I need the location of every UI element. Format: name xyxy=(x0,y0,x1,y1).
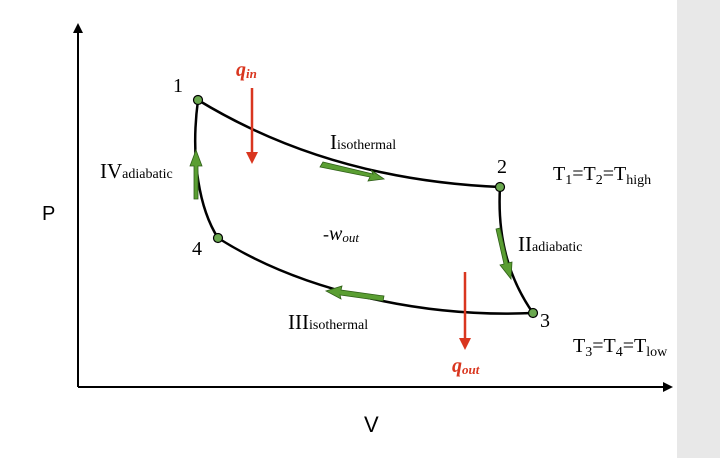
process-label-III: IIIisothermal xyxy=(288,310,368,334)
point-label-4: 4 xyxy=(192,238,202,260)
state-point-2 xyxy=(494,181,506,193)
process-label-II: IIadiabatic xyxy=(518,232,583,256)
process-1-2-isothermal-curve xyxy=(197,98,501,189)
side-panel xyxy=(677,0,720,458)
q-out-label: qout xyxy=(452,355,480,377)
x-axis-label: V xyxy=(364,412,379,437)
process-3-4-isothermal-curve xyxy=(217,236,534,315)
state-point-1 xyxy=(192,94,204,106)
point-label-1: 1 xyxy=(173,75,183,97)
high-temperature-relation: T1=T2=Thigh xyxy=(553,163,651,188)
q-in-label: qin xyxy=(236,59,257,81)
y-axis-label: P xyxy=(42,203,55,225)
direction-arrow-1-2 xyxy=(319,161,386,182)
state-point-3 xyxy=(527,307,539,319)
direction-arrow-2-3 xyxy=(495,227,513,281)
point-label-2: 2 xyxy=(497,156,507,178)
process-label-I: Iisothermal xyxy=(330,130,396,154)
state-point-4 xyxy=(212,232,224,244)
point-label-3: 3 xyxy=(540,310,550,332)
direction-arrow-4-1 xyxy=(189,148,203,200)
work-out-label: -wout xyxy=(323,223,359,245)
low-temperature-relation: T3=T4=Tlow xyxy=(573,335,668,360)
process-4-1-adiabatic-curve xyxy=(193,99,220,239)
direction-arrow-3-4 xyxy=(324,285,385,302)
process-label-IV: IVadiabatic xyxy=(100,159,173,183)
